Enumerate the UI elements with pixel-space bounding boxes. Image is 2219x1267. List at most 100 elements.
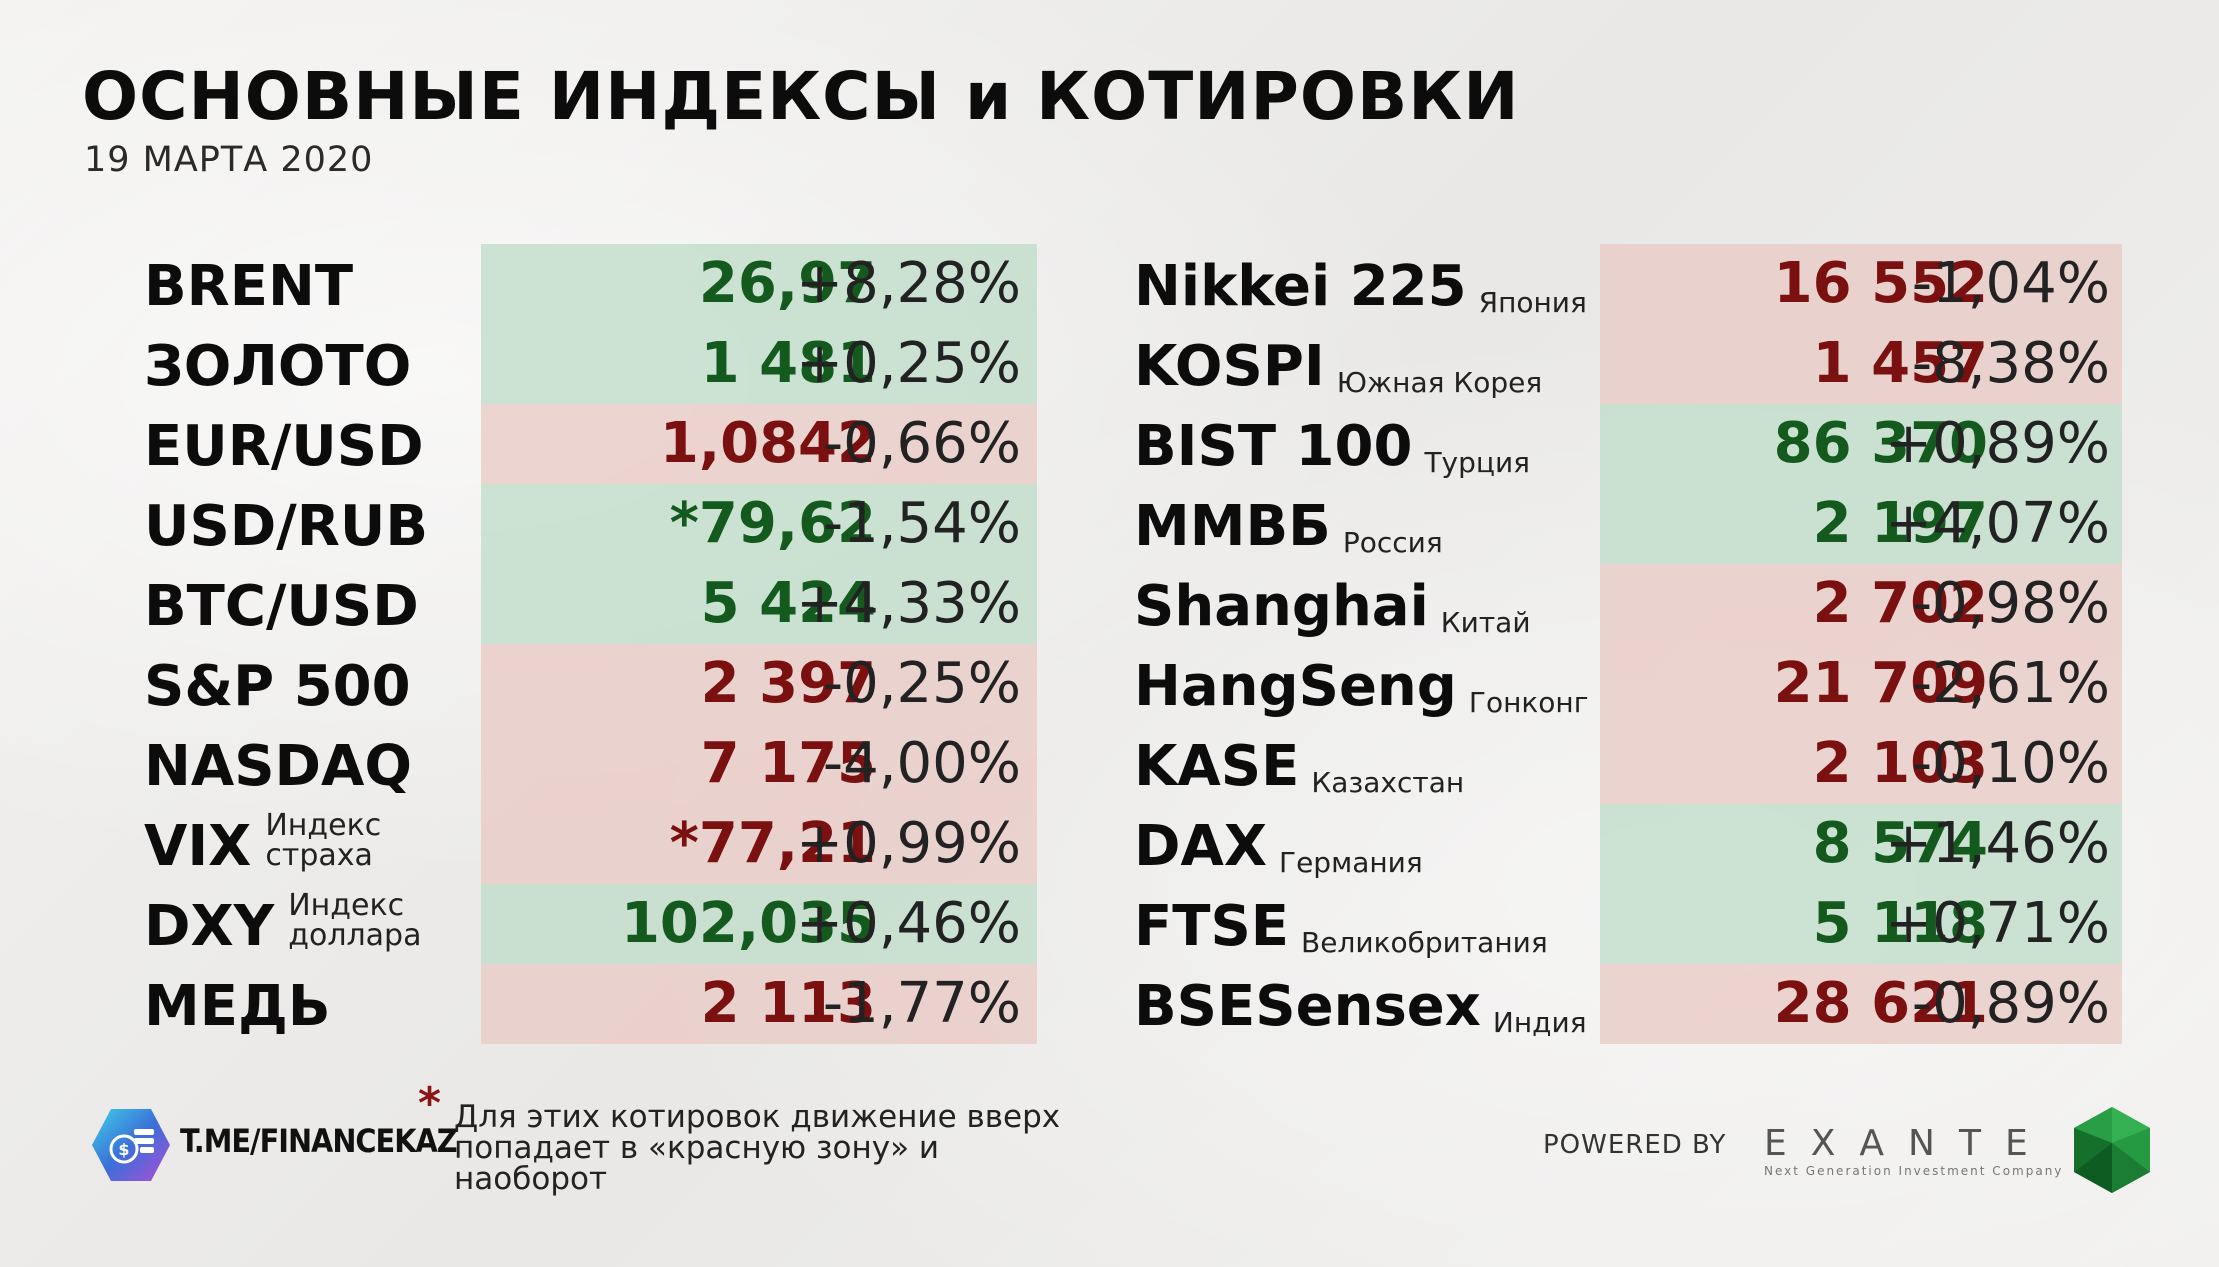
quote-name: NASDAQ	[144, 733, 412, 799]
quote-value: 102,035	[620, 891, 876, 956]
quote-value: 2 113	[700, 971, 876, 1036]
quote-name: DAX	[1134, 813, 1267, 879]
exante-gem-icon	[2074, 1107, 2150, 1193]
row-highlight	[1600, 644, 2122, 724]
quote-row: NASDAQ 7 175 -4,00%	[144, 724, 1037, 804]
row-highlight	[481, 244, 1037, 324]
row-highlight	[481, 964, 1037, 1044]
footnote-asterisk: *	[418, 1078, 442, 1129]
quote-change: +0,89%	[1885, 411, 2110, 476]
row-highlight	[1600, 484, 2122, 564]
quote-value: 26,97	[698, 251, 876, 316]
quote-row: BIST 100 Турция 86 370 +0,89%	[1134, 404, 2122, 484]
svg-text:$: $	[118, 1140, 129, 1159]
row-highlight	[481, 564, 1037, 644]
quote-change: -1,54%	[822, 491, 1021, 556]
quote-row: BSESensex Индия 28 621 -0,89%	[1134, 964, 2122, 1044]
quote-row: EUR/USD 1,0842 -0,66%	[144, 404, 1037, 484]
quote-row: BTC/USD 5 424 +4,33%	[144, 564, 1037, 644]
row-highlight	[1600, 884, 2122, 964]
quote-value: 1 481	[700, 331, 876, 396]
quote-change: -1,77%	[822, 971, 1021, 1036]
quote-subtitle: Индекс страха	[265, 807, 382, 873]
quote-name: ЗОЛОТО	[144, 333, 412, 399]
row-highlight	[1600, 324, 2122, 404]
quote-name: BSESensex	[1134, 973, 1481, 1039]
quote-value: 5 118	[1812, 891, 1988, 956]
quote-value: *77,21	[669, 811, 876, 876]
row-highlight	[1600, 964, 2122, 1044]
quote-change: -0,25%	[822, 651, 1021, 716]
quote-country: Турция	[1424, 446, 1530, 479]
quote-name: ММВБ	[1134, 493, 1331, 559]
quote-name: EUR/USD	[144, 413, 424, 479]
exante-logo-text: EXANTE	[1764, 1123, 2052, 1164]
quote-row: ММВБ Россия 2 197 +4,07%	[1134, 484, 2122, 564]
quote-name: DXY	[144, 893, 275, 959]
quote-row: FTSE Великобритания 5 118 +0,71%	[1134, 884, 2122, 964]
quote-value: 1,0842	[659, 411, 876, 476]
quote-country: Япония	[1478, 286, 1587, 319]
row-highlight	[481, 324, 1037, 404]
row-highlight	[1600, 244, 2122, 324]
quote-value: *79,62	[669, 491, 876, 556]
row-highlight	[1600, 724, 2122, 804]
quote-subtitle: Индекс доллара	[288, 887, 422, 953]
quote-value: 7 175	[700, 731, 876, 796]
quote-change: +0,99%	[796, 811, 1021, 876]
quote-row: Shanghai Китай 2 702 -0,98%	[1134, 564, 2122, 644]
row-highlight	[1600, 804, 2122, 884]
row-highlight	[481, 884, 1037, 964]
quote-name: KASE	[1134, 733, 1300, 799]
quote-change: +0,71%	[1885, 891, 2110, 956]
commodities-currencies-table: BRENT 26,97 +8,28% ЗОЛОТО 1 481 +0,25% E…	[144, 244, 1037, 1044]
quote-value: 86 370	[1773, 411, 1988, 476]
footnote-text: Для этих котировок движение вверх попада…	[454, 1099, 1061, 1197]
quote-row: KOSPI Южная Корея 1 457 -8,38%	[1134, 324, 2122, 404]
quote-row: DXY Индекс доллара 102,035 +0,46%	[144, 884, 1037, 964]
quote-row: Nikkei 225 Япония 16 552 -1,04%	[1134, 244, 2122, 324]
quote-country: Гонконг	[1468, 686, 1589, 719]
quote-name: Shanghai	[1134, 573, 1429, 639]
page-date: 19 МАРТА 2020	[84, 140, 374, 180]
quote-change: +0,46%	[796, 891, 1021, 956]
row-highlight	[481, 404, 1037, 484]
quote-value: 2 103	[1812, 731, 1988, 796]
quote-name: KOSPI	[1134, 333, 1325, 399]
quote-name: BIST 100	[1134, 413, 1413, 479]
channel-link[interactable]: T.ME/FINANCEKAZ	[180, 1122, 458, 1160]
powered-by-label: POWERED BY	[1543, 1130, 1727, 1160]
quote-country: Германия	[1279, 846, 1423, 879]
quote-value: 5 424	[700, 571, 876, 636]
row-highlight	[481, 724, 1037, 804]
quote-row: VIX Индекс страха *77,21 +0,99%	[144, 804, 1037, 884]
quote-change: +4,07%	[1885, 491, 2110, 556]
quote-name: HangSeng	[1134, 653, 1457, 719]
quote-country: Китай	[1440, 606, 1531, 639]
quote-row: ЗОЛОТО 1 481 +0,25%	[144, 324, 1037, 404]
quote-country: Казахстан	[1311, 766, 1465, 799]
quote-change: -0,89%	[1911, 971, 2110, 1036]
quote-name: FTSE	[1134, 893, 1290, 959]
financekaz-logo-icon: $	[92, 1109, 170, 1181]
quote-name: VIX	[144, 813, 252, 879]
quote-value: 1 457	[1812, 331, 1988, 396]
row-highlight	[481, 644, 1037, 724]
quote-change: +4,33%	[796, 571, 1021, 636]
quote-row: S&P 500 2 397 -0,25%	[144, 644, 1037, 724]
quote-name: S&P 500	[144, 653, 411, 719]
quote-country: Россия	[1342, 526, 1443, 559]
quote-change: -0,10%	[1911, 731, 2110, 796]
row-highlight	[481, 484, 1037, 564]
quote-row: BRENT 26,97 +8,28%	[144, 244, 1037, 324]
quote-change: +8,28%	[796, 251, 1021, 316]
quote-change: -1,04%	[1911, 251, 2110, 316]
quote-row: DAX Германия 8 574 +1,46%	[1134, 804, 2122, 884]
quote-value: 16 552	[1773, 251, 1988, 316]
quote-change: -8,38%	[1911, 331, 2110, 396]
quote-change: -2,61%	[1911, 651, 2110, 716]
quote-value: 21 709	[1773, 651, 1988, 716]
row-highlight	[481, 804, 1037, 884]
quote-country: Индия	[1492, 1006, 1587, 1039]
quote-name: USD/RUB	[144, 493, 429, 559]
